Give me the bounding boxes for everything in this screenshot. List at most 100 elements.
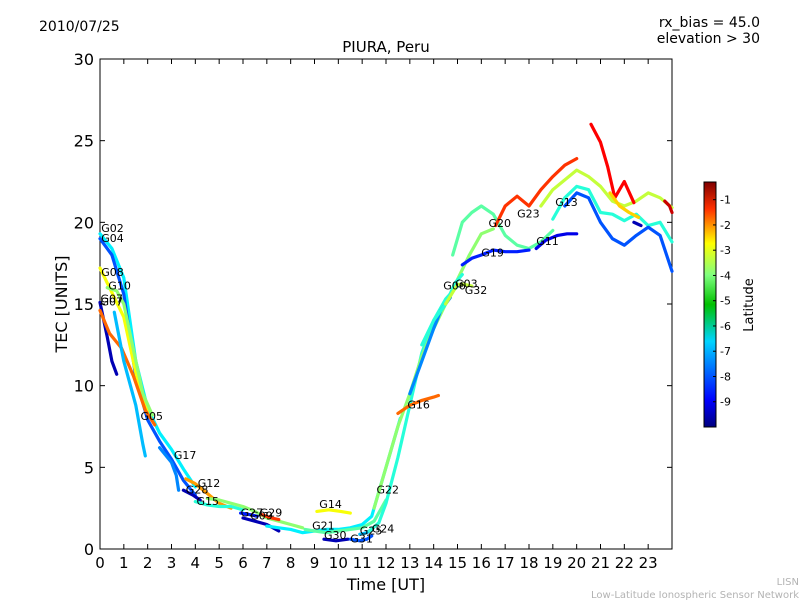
series-g14-16	[315, 508, 352, 515]
label-g23: G23	[517, 207, 540, 220]
label-g07: G07	[101, 296, 124, 309]
label-g32: G32	[465, 284, 488, 297]
label-g11: G11	[536, 235, 559, 248]
label-g06: G06	[443, 279, 466, 292]
series-g11-29	[534, 232, 579, 251]
x-tick-label: 11	[353, 554, 372, 572]
colorbar-tick-label: -5	[720, 295, 731, 308]
series-g29-34	[589, 122, 636, 205]
colorbar-tick-label: -9	[720, 396, 731, 409]
x-tick-label: 21	[591, 554, 610, 572]
x-tick-label: 19	[543, 554, 562, 572]
y-tick-label: 30	[74, 50, 94, 69]
label-g19: G19	[481, 247, 504, 260]
colorbar	[703, 181, 717, 428]
series-g20-27	[451, 204, 555, 257]
series-g07-5	[98, 308, 157, 427]
series-g01-32	[551, 184, 674, 244]
series-g28-9	[181, 488, 202, 502]
series-g05-6	[112, 310, 147, 458]
series-g17-7	[158, 446, 181, 492]
x-axis-ticks: 0 1 2 3 4 5 6 7 8 9 10 11 12 13 14 15 16 17 18 19 20 21 22 23	[95, 59, 658, 572]
series-g06-24	[408, 295, 452, 396]
series-g27-12	[239, 511, 259, 518]
x-tick-label: 22	[615, 554, 634, 572]
series-g19-28	[460, 248, 531, 267]
label-g16: G16	[407, 399, 430, 412]
x-tick-label: 12	[376, 554, 395, 572]
label-g12: G12	[198, 477, 221, 490]
x-tick-label: 8	[286, 554, 296, 572]
x-tick-label: 5	[214, 554, 224, 572]
x-tick-label: 9	[310, 554, 320, 572]
colorbar-tick-label: -3	[720, 244, 731, 257]
label-g22: G22	[377, 484, 400, 497]
colorbar-label: Latitude	[742, 278, 757, 332]
footer-network: Low-Latitude Ionospheric Sensor Network	[591, 590, 799, 600]
series-g29-14	[260, 513, 281, 522]
x-tick-label: 17	[496, 554, 515, 572]
series-g05-35	[608, 191, 641, 219]
label-g27: G27	[241, 506, 264, 519]
x-tick-label: 3	[167, 554, 177, 572]
series-g10-3	[105, 286, 154, 417]
label-g10: G10	[108, 279, 131, 292]
label-g29: G29	[260, 506, 283, 519]
series-g22-22	[372, 227, 495, 510]
y-tick-label: 20	[74, 213, 94, 232]
series-g32-26	[444, 282, 474, 306]
y-tick-label: 5	[84, 458, 94, 477]
x-tick-label: 10	[329, 554, 348, 572]
series-g30-18	[322, 537, 350, 543]
y-tick-label: 15	[74, 295, 94, 314]
series-g26-33	[563, 191, 674, 273]
x-axis-label: Time [UT]	[346, 575, 425, 594]
x-tick-label: 13	[400, 554, 419, 572]
info-rx-bias: rx_bias = 45.0	[659, 15, 760, 31]
chart-date: 2010/07/25	[39, 19, 120, 35]
series-g15-10	[193, 500, 245, 512]
label-g25: G25	[360, 524, 383, 537]
x-tick-label: 20	[567, 554, 586, 572]
label-g02: G02	[101, 222, 124, 235]
x-tick-label: 0	[95, 554, 105, 572]
label-g08: G08	[101, 266, 124, 279]
chart-title: PIURA, Peru	[342, 38, 429, 56]
y-tick-label: 10	[74, 377, 94, 396]
label-g09: G09	[250, 510, 273, 523]
x-tick-label: 4	[191, 554, 201, 572]
x-tick-label: 15	[448, 554, 467, 572]
series-g31-19	[348, 534, 374, 543]
label-g17: G17	[174, 449, 197, 462]
series-layer	[98, 122, 674, 543]
colorbar-tick-label: -2	[720, 219, 731, 232]
y-tick-label: 0	[84, 540, 94, 559]
label-g05: G05	[141, 410, 164, 423]
x-tick-label: 7	[262, 554, 272, 572]
series-g23-30	[494, 157, 579, 228]
y-axis-label: TEC [UNITS]	[52, 256, 71, 354]
series-g17-36	[663, 199, 674, 215]
label-g13: G13	[555, 196, 578, 209]
x-tick-label: 2	[143, 554, 153, 572]
series-g04-1	[98, 237, 197, 497]
series-g16-23	[396, 393, 440, 415]
label-g30: G30	[324, 529, 347, 542]
series-g26-11	[205, 496, 305, 530]
series-g12-37	[632, 220, 643, 228]
label-g03: G03	[455, 278, 478, 291]
colorbar-tick-label: -6	[720, 320, 731, 333]
label-g24: G24	[372, 523, 395, 536]
x-tick-label: 16	[472, 554, 491, 572]
colorbar-ticks: -1 -2 -3 -4 -5 -6 -7 -8 -9	[713, 194, 731, 409]
x-tick-label: 14	[424, 554, 443, 572]
label-g31: G31	[350, 533, 373, 546]
x-tick-label: 18	[519, 554, 538, 572]
footer-brand: LISN	[777, 577, 799, 588]
colorbar-tick-label: -7	[720, 345, 731, 358]
x-tick-label: 1	[119, 554, 129, 572]
satellite-labels: G02G04G08G10G07G07G05G17G12G28G15G27G09G…	[101, 196, 578, 546]
x-tick-label: 23	[639, 554, 658, 572]
label-g07: G07	[101, 292, 124, 305]
